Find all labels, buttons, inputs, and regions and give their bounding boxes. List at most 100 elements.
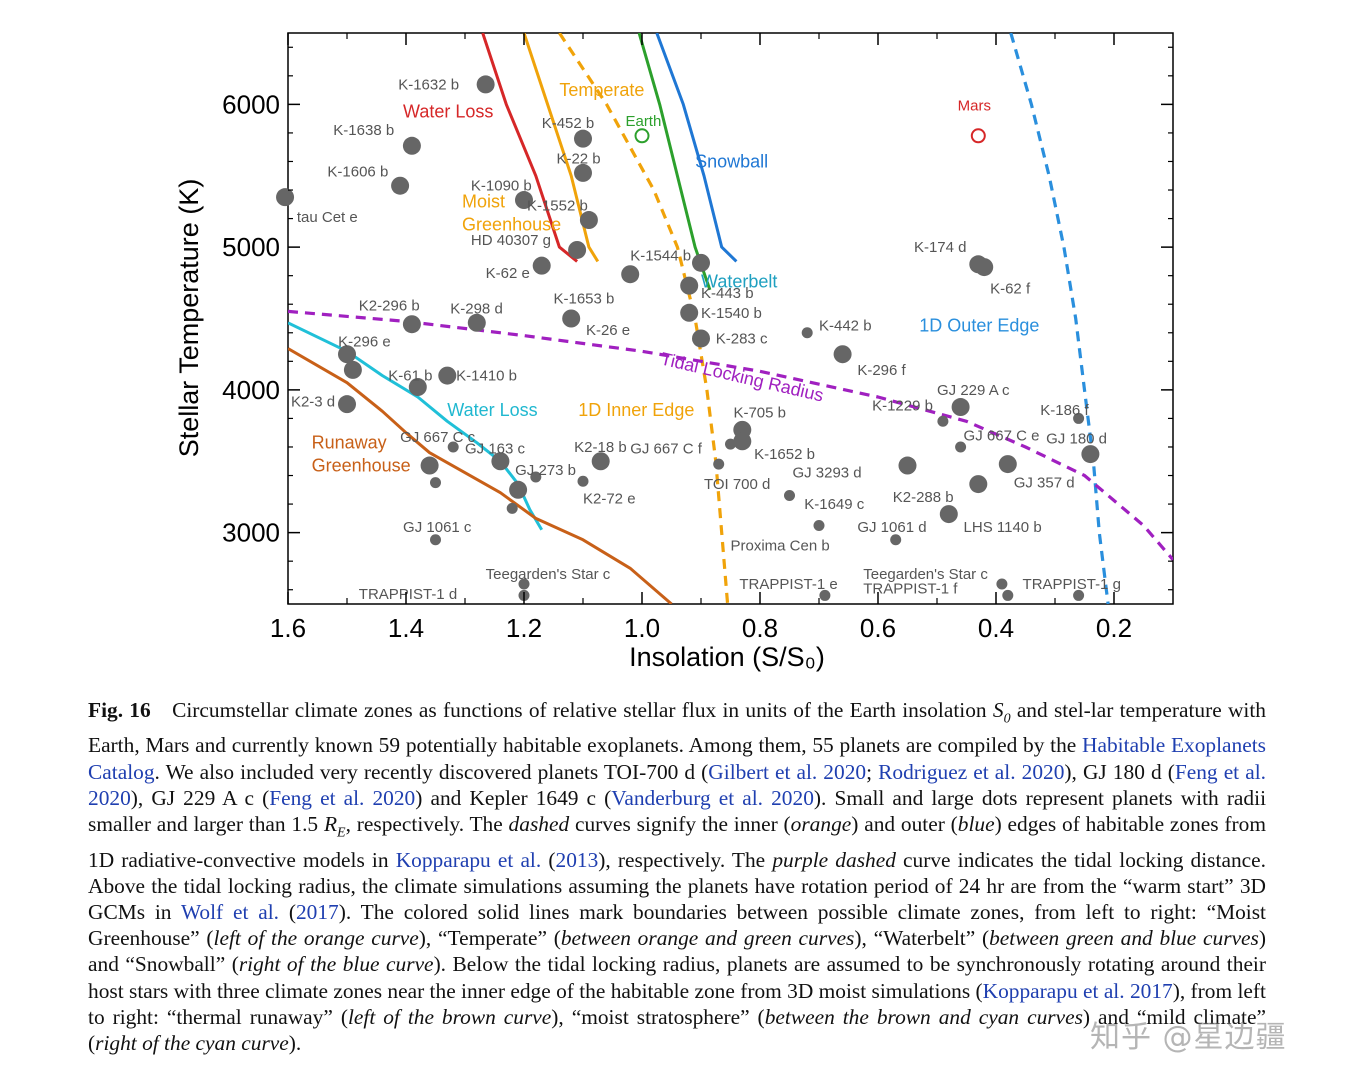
symbol-re-subscript: E <box>337 825 346 841</box>
planet-label-trappist-1-f: TRAPPIST-1 f <box>863 580 958 597</box>
x-tick-label: 1.6 <box>270 613 306 643</box>
planet-dot-k-61-b <box>408 378 427 397</box>
y-axis-ticks: 3000 4000 5000 6000 <box>222 46 1173 591</box>
caption-text: ) and outer ( <box>851 812 958 837</box>
planet-label-k-1410-b: K-1410 b <box>456 368 517 385</box>
planet-label-trappist-1-g: TRAPPIST-1 g <box>1023 576 1121 593</box>
caption-text: ). The colored solid lines mark boundari… <box>88 899 1266 951</box>
planet-label-k-705-b: K-705 b <box>733 405 786 422</box>
caption-emphasis: between the brown and cyan curves <box>764 1004 1083 1029</box>
zone-label-1d-inner-edge: 1D Inner Edge <box>578 400 694 420</box>
caption-emphasis: right of the blue curve <box>238 952 434 977</box>
citation-link[interactable]: Habitable Exoplanets Catalog <box>88 733 1266 784</box>
planet-label-k2-288-b: K2-288 b <box>893 489 954 506</box>
planet-label-toi-700-d: TOI 700 d <box>704 476 770 493</box>
planet-dot-trappist-1-f <box>1002 589 1014 601</box>
curve-water-loss <box>481 33 579 263</box>
planet-label-k2-72-e: K2-72 e <box>583 490 636 507</box>
planet-label-gj-229-a-c: GJ 229 A c <box>937 382 1010 399</box>
caption-text: ). <box>288 1031 302 1055</box>
planet-label-trappist-1-d: TRAPPIST-1 d <box>359 586 457 603</box>
caption-text: ) edges of habitable zones from 1D radia… <box>88 812 1266 872</box>
planet-label-k2-3-d: K2-3 d <box>291 393 335 410</box>
citation-link[interactable]: Kopparapu et al. 2017 <box>982 978 1173 1003</box>
planet-dot-k-1552-b <box>579 211 598 230</box>
planet-label-k-452-b: K-452 b <box>542 115 595 132</box>
citation-link[interactable]: Wolf et al. <box>180 899 280 924</box>
planet-label-gj-667-c-f: GJ 667 C f <box>630 440 703 457</box>
planet-label-k-1229-b: K-1229 b <box>872 398 933 415</box>
planet-dot-k-442-b <box>801 327 813 339</box>
x-tick-label: 0.8 <box>742 613 778 643</box>
planet-label-lhs-1140-b: LHS 1140 b <box>964 519 1042 536</box>
caption-text: ). Below the tidal locking radius, plane… <box>88 952 1267 1003</box>
planet-dot-runaway-region-4 <box>506 502 518 514</box>
planet-dot-gj-163-c <box>491 452 510 471</box>
planet-dot-k-1638-b <box>402 136 421 155</box>
planet-dot-k-1653-b <box>621 265 640 284</box>
x-tick-label: 0.2 <box>1096 613 1132 643</box>
planet-dot-hd-40307-g <box>568 240 587 259</box>
planet-dot-gj-667-c-c <box>447 441 459 453</box>
x-axis-title: Insolation (S/S₀) <box>629 642 825 672</box>
caption-text: ), “Waterbelt” ( <box>854 926 990 951</box>
planet-dot-toi-700-d <box>713 458 725 470</box>
caption-text: curve indicates the tidal locking distan… <box>88 847 1266 924</box>
planet-label-k2-18-b: K2-18 b <box>574 439 627 456</box>
planet-label-k-1540-b: K-1540 b <box>701 305 762 322</box>
curve-runaway-greenhouse <box>288 347 673 604</box>
planet-label-k-1649-c: K-1649 c <box>804 496 865 513</box>
planet-dot-k-296-e <box>338 345 356 364</box>
curve-1d-inner-edge <box>558 33 730 604</box>
planet-label-gj-357-d: GJ 357 d <box>1014 475 1075 492</box>
caption-emphasis: right of the cyan curve <box>95 1031 289 1055</box>
planet-dot-teegarden-s-star-c <box>518 578 530 590</box>
citation-link[interactable]: Vanderburg et al. 2020 <box>611 785 814 810</box>
planet-dot-k-1649-c <box>784 490 795 502</box>
planet-label-k2-296-b: K2-296 b <box>359 298 420 315</box>
planet-dot-k-1652-b <box>733 432 752 451</box>
citation-link[interactable]: 2013 <box>555 847 599 872</box>
planet-label-k-61-b: K-61 b <box>388 368 432 385</box>
citation-link[interactable]: Rodriguez et al. 2020 <box>878 759 1065 784</box>
caption-emphasis: purple dashed <box>772 847 896 872</box>
y-axis-title: Stellar Temperature (K) <box>174 179 204 458</box>
planet-label-k-62-f: K-62 f <box>990 281 1031 298</box>
caption-emphasis: left of the orange curve <box>213 926 419 951</box>
caption-text: ( <box>548 847 556 872</box>
caption-text: ; <box>866 759 879 784</box>
planet-label-gj-3293-d: GJ 3293 d <box>792 465 861 482</box>
y-tick-label: 4000 <box>222 375 280 405</box>
zone-label-snowball: Snowball <box>695 151 768 171</box>
planet-dot-gj-667-c-e <box>955 441 967 453</box>
planet-dot-k-186-f <box>1073 412 1085 424</box>
citation-link[interactable]: 2017 <box>295 899 339 924</box>
planet-dot-k-1632-b <box>476 75 495 94</box>
x-tick-label: 0.4 <box>978 613 1014 643</box>
planet-label-gj-273-b: GJ 273 b <box>515 462 576 479</box>
curve-tidal-locking-radius <box>288 309 1173 561</box>
planet-label-k-1606-b: K-1606 b <box>327 163 388 180</box>
citation-link[interactable]: Gilbert et al. 2020 <box>708 759 867 784</box>
citation-link[interactable]: Feng et al. 2020 <box>269 785 416 810</box>
x-tick-label: 1.0 <box>624 613 660 643</box>
caption-text: ) and “mild climate” ( <box>88 1004 1266 1055</box>
citation-link[interactable]: Feng et al. 2020 <box>88 759 1266 810</box>
reference-earth <box>634 128 650 144</box>
planet-dot-k-296-f <box>833 345 852 364</box>
symbol-s0-subscript: 0 <box>1003 711 1011 727</box>
caption-text: and stel-lar temperature with Earth, Mar… <box>88 698 1266 758</box>
x-tick-label: 0.6 <box>860 613 896 643</box>
caption-text: ), GJ 180 d ( <box>1064 759 1175 784</box>
citation-link[interactable]: Kopparapu et al. <box>395 847 542 872</box>
zone-label-water-loss: Water Loss <box>403 102 493 122</box>
planet-label-k-296-e: K-296 e <box>338 333 391 350</box>
zone-label-greenhouse: Greenhouse <box>312 456 411 476</box>
zone-label-tidal-locking-radius: Tidal Locking Radius <box>659 349 826 406</box>
symbol-s0-base: S <box>992 698 1004 722</box>
x-tick-label: 1.4 <box>388 613 424 643</box>
planet-label-hd-40307-g: HD 40307 g <box>471 232 551 249</box>
zone-label-temperate: Temperate <box>559 80 644 100</box>
planet-dot-k-26-e <box>562 309 581 328</box>
planet-label-k-298-d: K-298 d <box>450 301 503 318</box>
